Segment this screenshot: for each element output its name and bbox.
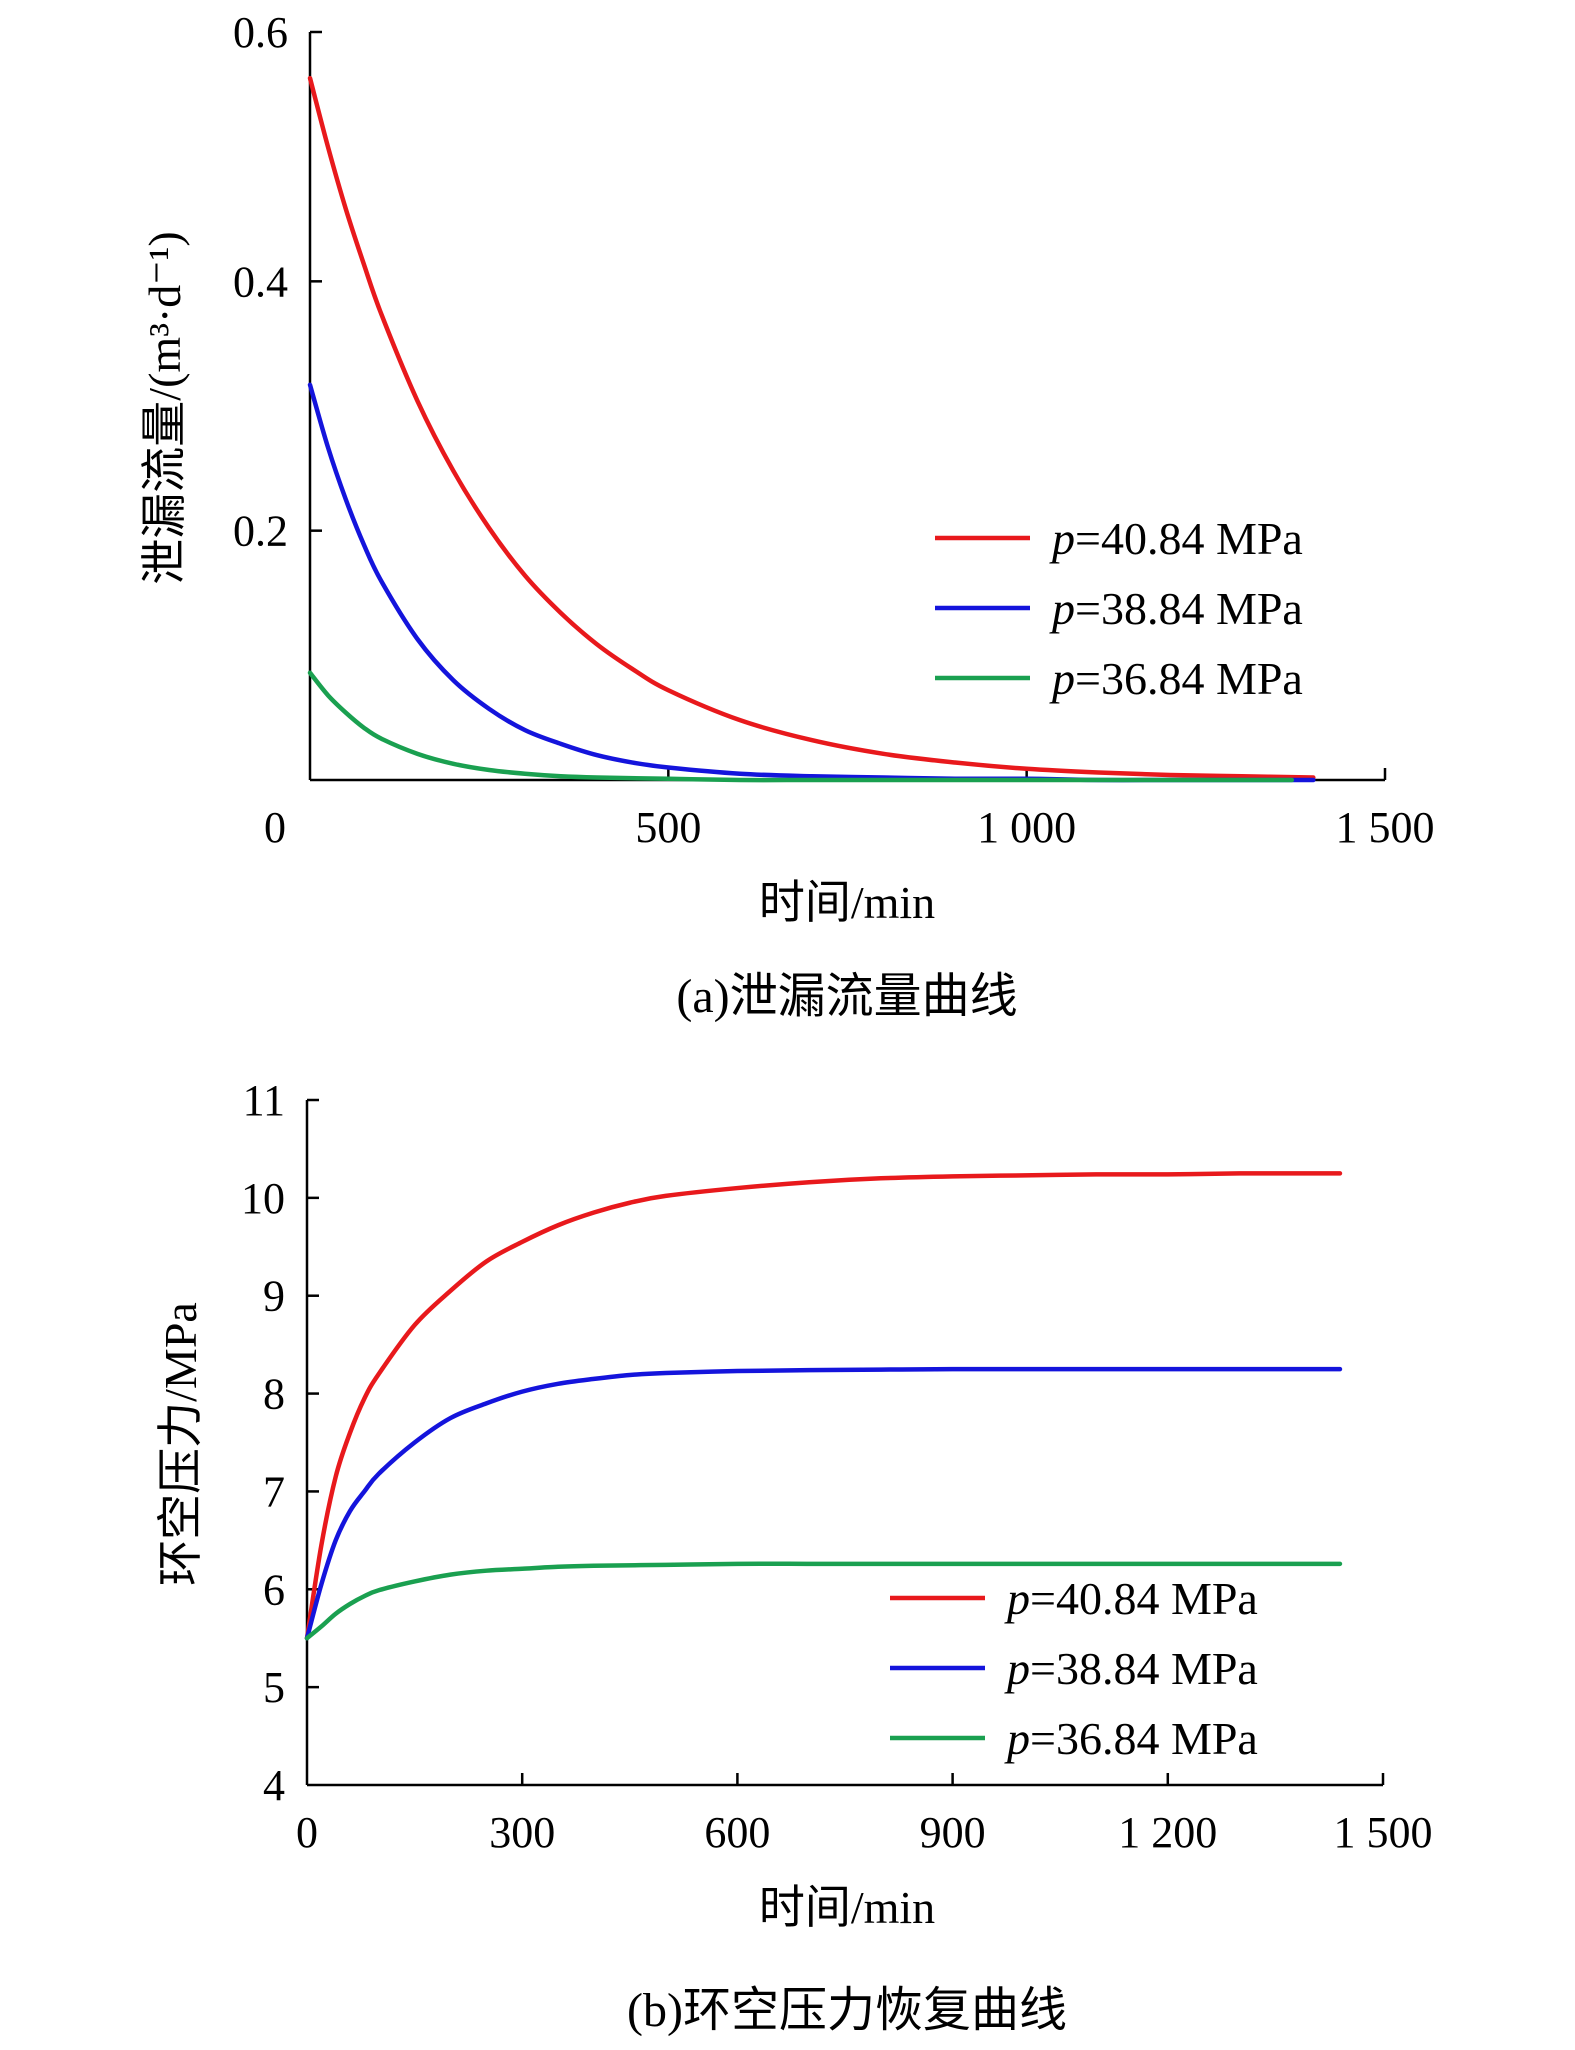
x-tick-label: 1 000 <box>977 803 1076 852</box>
series-line <box>304 1171 1343 1641</box>
chart-leak-flow: 0 500 1 000 1 500 0.2 0.4 0.6 时间/min 泄漏流量/(m³… <box>139 8 1435 1023</box>
legend: p=40.84 MPa p=38.84 MPa p=36.84 MPa <box>890 1573 1258 1764</box>
legend: p=40.84 MPa p=38.84 MPa p=36.84 MPa <box>935 513 1303 704</box>
series-lines <box>304 1171 1343 1641</box>
y-tick-label: 0.6 <box>233 8 288 57</box>
legend-label: p=36.84 MPa <box>1004 1713 1258 1764</box>
legend-label: p=40.84 MPa <box>1004 1573 1258 1624</box>
x-ticks: 0 500 1 000 1 500 <box>264 768 1435 852</box>
x-axis-title: 时间/min <box>759 1882 935 1933</box>
legend-label: p=36.84 MPa <box>1049 653 1303 704</box>
x-tick-label: 1 200 <box>1118 1808 1217 1857</box>
series-line <box>307 670 1295 783</box>
series-line <box>304 1366 1343 1641</box>
y-tick-label: 0.2 <box>233 507 288 556</box>
chart-caption: (a)泄漏流量曲线 <box>676 970 1017 1023</box>
legend-label: p=40.84 MPa <box>1049 513 1303 564</box>
x-tick-label: 300 <box>489 1808 555 1857</box>
legend-label: p=38.84 MPa <box>1049 583 1303 634</box>
x-tick-label: 1 500 <box>1334 1808 1433 1857</box>
x-ticks: 0 300 600 900 1 200 1 500 <box>296 1773 1433 1857</box>
y-tick-label: 10 <box>241 1174 285 1223</box>
y-axis-title: 环空压力/MPa <box>155 1302 206 1586</box>
y-tick-label: 0.4 <box>233 257 288 306</box>
y-tick-label: 4 <box>263 1761 285 1810</box>
y-axis-title: 泄漏流量/(m³·d⁻¹) <box>139 231 190 584</box>
x-axis-title: 时间/min <box>759 877 935 928</box>
series-line <box>307 75 1316 780</box>
chart-caption: (b)环空压力恢复曲线 <box>627 1984 1067 2037</box>
y-tick-label: 5 <box>263 1663 285 1712</box>
series-line <box>304 1561 1343 1641</box>
x-tick-label: 0 <box>264 803 286 852</box>
x-tick-label: 0 <box>296 1808 318 1857</box>
y-tick-label: 7 <box>263 1467 285 1516</box>
x-tick-label: 500 <box>635 803 701 852</box>
y-ticks: 4 5 6 7 8 9 10 11 <box>241 1076 319 1810</box>
chart-annulus-pressure: 0 300 600 900 1 200 1 500 4 5 6 7 8 9 10 11 时间/min 环… <box>155 1076 1433 2037</box>
y-tick-label: 11 <box>243 1076 285 1125</box>
x-tick-label: 900 <box>920 1808 986 1857</box>
x-tick-label: 600 <box>704 1808 770 1857</box>
series-lines <box>307 75 1316 783</box>
y-tick-label: 8 <box>263 1370 285 1419</box>
legend-label: p=38.84 MPa <box>1004 1643 1258 1694</box>
y-ticks: 0.2 0.4 0.6 <box>233 8 322 556</box>
y-tick-label: 6 <box>263 1565 285 1614</box>
y-tick-label: 9 <box>263 1272 285 1321</box>
x-tick-label: 1 500 <box>1336 803 1435 852</box>
